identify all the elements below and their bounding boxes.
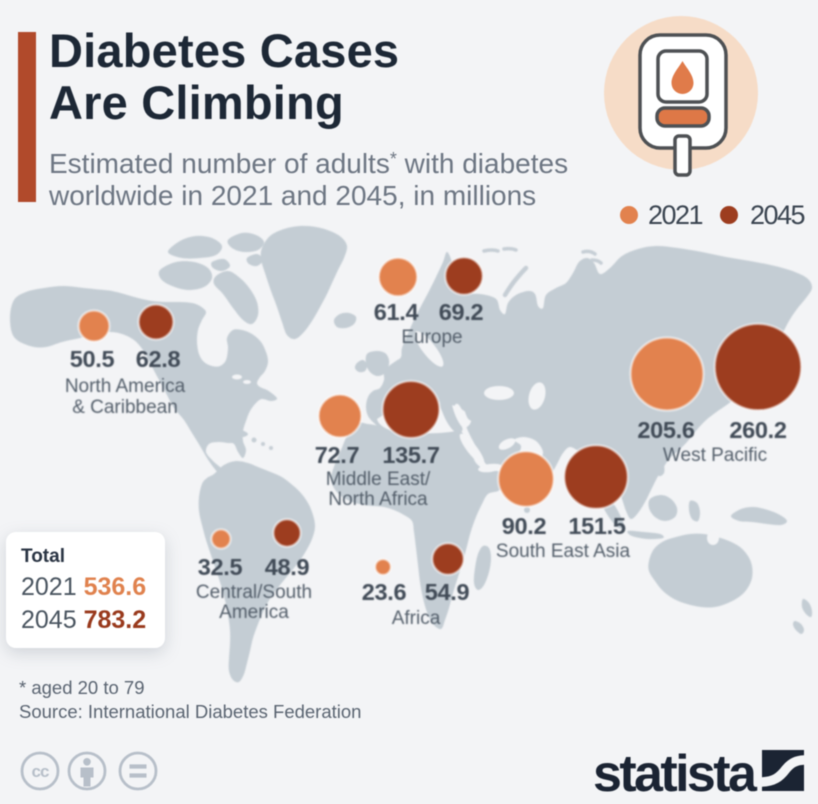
svg-text:cc: cc	[32, 762, 49, 781]
svg-text:205.6: 205.6	[637, 417, 695, 443]
svg-text:48.9: 48.9	[265, 554, 310, 580]
svg-text:Europe: Europe	[401, 327, 462, 348]
svg-text:50.5: 50.5	[70, 346, 115, 372]
svg-text:62.8: 62.8	[136, 346, 181, 372]
svg-text:Central/South: Central/South	[196, 582, 312, 603]
svg-text:Africa: Africa	[392, 608, 441, 629]
svg-text:69.2: 69.2	[439, 299, 484, 325]
svg-text:West Pacific: West Pacific	[663, 445, 767, 466]
svg-text:54.9: 54.9	[425, 579, 470, 605]
svg-text:32.5: 32.5	[198, 554, 243, 580]
svg-text:South East Asia: South East Asia	[496, 541, 631, 562]
svg-text:North America: North America	[65, 376, 186, 397]
svg-text:90.2: 90.2	[502, 513, 547, 539]
svg-text:& Caribbean: & Caribbean	[72, 397, 178, 418]
svg-text:151.5: 151.5	[568, 513, 626, 539]
svg-text:23.6: 23.6	[362, 579, 407, 605]
svg-text:72.7: 72.7	[315, 442, 360, 468]
svg-text:61.4: 61.4	[374, 299, 419, 325]
svg-text:135.7: 135.7	[382, 442, 440, 468]
svg-text:260.2: 260.2	[729, 417, 787, 443]
svg-text:Middle East/: Middle East/	[326, 469, 431, 490]
svg-text:North Africa: North Africa	[328, 489, 428, 510]
svg-text:America: America	[219, 602, 289, 623]
